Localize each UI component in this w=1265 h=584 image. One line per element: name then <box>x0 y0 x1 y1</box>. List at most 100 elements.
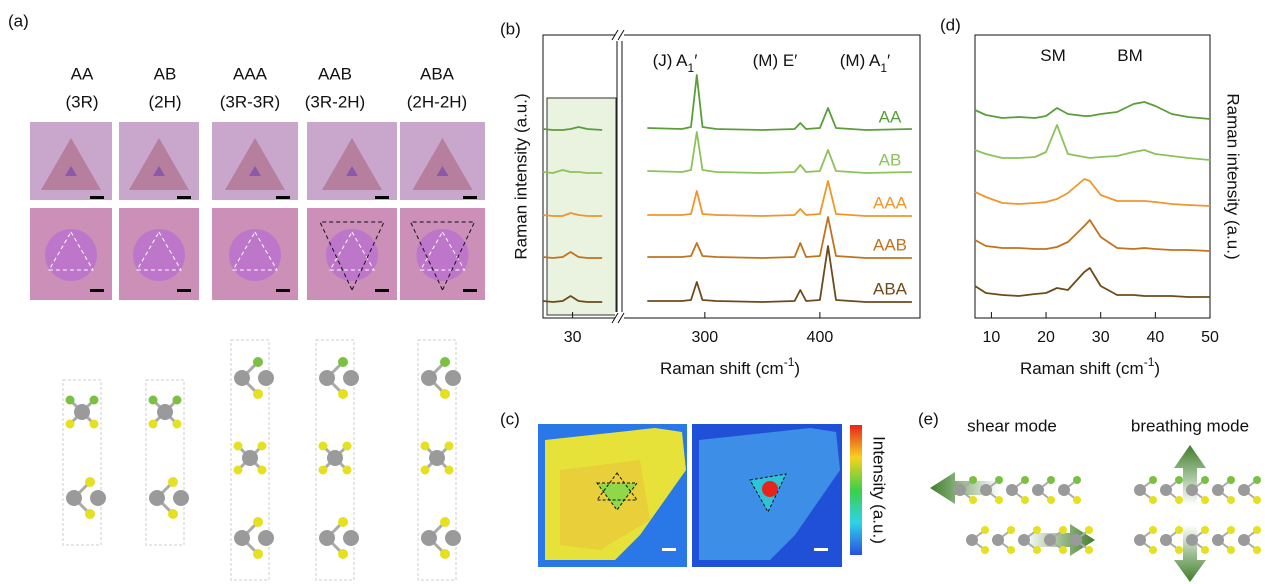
atom <box>1201 496 1209 504</box>
atom <box>66 396 75 405</box>
atom <box>338 357 348 367</box>
atom <box>1227 476 1235 484</box>
atom <box>66 420 75 429</box>
atom <box>445 466 454 475</box>
polytype-label: (2H) <box>148 92 181 111</box>
atom <box>1085 526 1093 534</box>
mode-label: shear mode <box>967 416 1057 435</box>
scale-bar <box>375 196 389 199</box>
plot-frame <box>622 35 920 318</box>
annotation: SM <box>1040 46 1066 65</box>
text: Raman shift (cm <box>660 359 784 378</box>
series-label: AA <box>879 107 902 126</box>
axis-break <box>615 29 624 41</box>
atom <box>995 476 1003 484</box>
atom <box>234 370 250 386</box>
panel-label: (e) <box>918 409 939 428</box>
atom <box>1033 546 1041 554</box>
atom <box>1175 476 1183 484</box>
atom <box>445 530 461 546</box>
atom <box>1227 526 1235 534</box>
x-axis-label: Raman shift (cm-1) <box>1020 355 1160 378</box>
atom <box>969 496 977 504</box>
colorbar-label: Intensity (a.u.) <box>870 436 889 544</box>
annotation: (M) A1′ <box>840 51 890 75</box>
atom <box>1253 496 1261 504</box>
atom <box>168 509 178 519</box>
x-tick-label: 300 <box>691 329 718 346</box>
atom <box>1047 496 1055 504</box>
atom <box>149 396 158 405</box>
text: ′ <box>887 51 890 70</box>
atom <box>149 490 165 506</box>
stacking-label: AAA <box>233 64 268 83</box>
flake-glow <box>133 229 185 281</box>
spectrum <box>975 220 1210 251</box>
atom <box>969 476 977 484</box>
intensity-map <box>692 424 842 567</box>
stacking-label: ABA <box>420 64 455 83</box>
atom <box>445 370 461 386</box>
x-tick-label: 30 <box>1092 329 1110 346</box>
annotation: (J) A1′ <box>653 51 698 75</box>
figure: (a) (b) (d) (c) (e) shear mode breathing… <box>0 0 1265 584</box>
atom <box>1058 484 1070 496</box>
atom <box>421 530 437 546</box>
atom <box>1201 526 1209 534</box>
atom <box>258 370 274 386</box>
atom <box>1186 534 1198 546</box>
text: (J) A <box>653 51 689 70</box>
atom <box>440 389 450 399</box>
panel-label: (b) <box>500 19 521 38</box>
atom <box>1201 476 1209 484</box>
axis-break <box>615 312 624 324</box>
scale-bar <box>463 289 477 292</box>
scale-bar <box>276 196 290 199</box>
atom <box>1149 496 1157 504</box>
atom <box>1227 496 1235 504</box>
x-tick-label: 30 <box>564 329 582 346</box>
atom <box>90 396 99 405</box>
atom <box>253 389 263 399</box>
atom <box>1149 476 1157 484</box>
atom <box>1149 526 1157 534</box>
atom <box>1253 476 1261 484</box>
atom <box>966 534 978 546</box>
text: -1 <box>784 355 795 369</box>
atom <box>343 530 359 546</box>
x-tick-label: 20 <box>1037 329 1055 346</box>
x-tick-label: 10 <box>982 329 1000 346</box>
atom <box>1007 546 1015 554</box>
text: ) <box>1154 359 1160 378</box>
atom <box>954 484 966 496</box>
atom <box>1032 484 1044 496</box>
atom <box>173 490 189 506</box>
atom <box>242 450 258 466</box>
series-label: AAA <box>873 193 908 212</box>
atom <box>1059 526 1067 534</box>
scale-bar <box>375 289 389 292</box>
x-tick-label: 50 <box>1201 329 1219 346</box>
flake-glow <box>45 229 97 281</box>
atom <box>1227 546 1235 554</box>
atom <box>1018 534 1030 546</box>
text: -1 <box>1144 355 1155 369</box>
atom <box>319 442 328 451</box>
atom <box>1212 534 1224 546</box>
atom <box>981 526 989 534</box>
atom <box>1238 534 1250 546</box>
atom <box>168 477 178 487</box>
panel-label: (a) <box>8 11 29 30</box>
y-axis-label: Raman intensity (a.u.) <box>1224 93 1243 259</box>
atom <box>338 389 348 399</box>
atom <box>445 442 454 451</box>
stacking-label: AA <box>71 64 94 83</box>
atom <box>1007 526 1015 534</box>
scale-bar <box>276 289 290 292</box>
atom <box>1033 526 1041 534</box>
panel-label: (d) <box>940 15 961 34</box>
y-axis-label: Raman intensity (a.u.) <box>511 93 530 259</box>
annotation: BM <box>1117 46 1143 65</box>
atom <box>1073 476 1081 484</box>
atom <box>1253 526 1261 534</box>
